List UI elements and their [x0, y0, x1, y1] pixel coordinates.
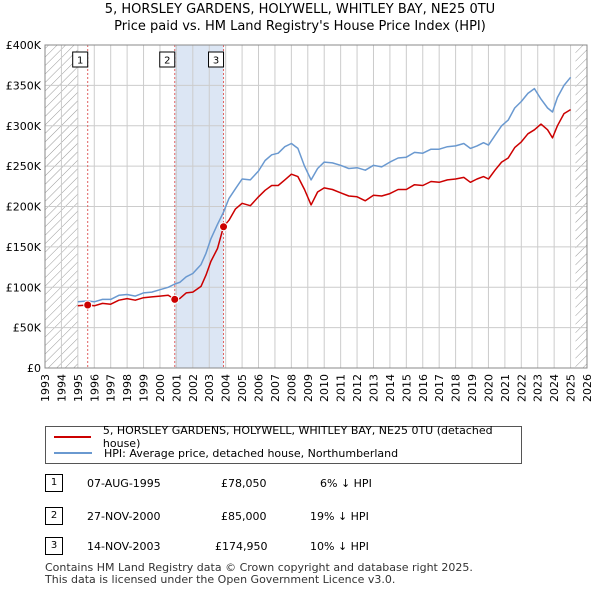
sale-badge	[72, 51, 89, 68]
x-tick-label: 2006	[253, 374, 266, 402]
y-tick-label: £250K	[6, 160, 42, 173]
x-tick-label: 1993	[39, 374, 52, 402]
transaction-price: £174,950	[215, 540, 268, 553]
y-tick-label: £0	[27, 362, 41, 375]
legend-item-property: 5, HORSLEY GARDENS, HOLYWELL, WHITLEY BA…	[54, 424, 521, 450]
chart-title: 5, HORSLEY GARDENS, HOLYWELL, WHITLEY BA…	[104, 2, 496, 17]
x-tick-label: 2014	[384, 374, 397, 402]
transaction-row: 3 14-NOV-2003 £174,950 10% ↓ HPI	[45, 537, 545, 555]
x-tick-label: 2023	[532, 374, 545, 402]
x-tick-label: 2013	[367, 374, 380, 402]
transaction-date: 27-NOV-2000	[87, 510, 161, 523]
x-tick-label: 2003	[203, 374, 216, 402]
transaction-price: £78,050	[221, 477, 267, 490]
x-tick-label: 1996	[88, 374, 101, 402]
x-tick-label: 2021	[499, 374, 512, 402]
y-tick-label: £300K	[6, 120, 42, 133]
x-tick-label: 1995	[72, 374, 85, 402]
price-chart: 1 2 3 £0 £50K £100K £150K £200K £250K £300K £350K £…	[6, 39, 594, 402]
x-tick-label: 2017	[433, 374, 446, 402]
x-tick-label: 1998	[121, 374, 134, 402]
y-tick-label: £100K	[6, 281, 42, 294]
y-tick-label: £400K	[6, 39, 42, 52]
transaction-delta: 10% ↓ HPI	[310, 540, 369, 553]
sale-badge-label: 1	[77, 56, 83, 67]
x-tick-label: 1997	[105, 374, 118, 402]
sale-point	[170, 294, 180, 304]
y-tick-label: £150K	[6, 241, 42, 254]
legend-property-label: 5, HORSLEY GARDENS, HOLYWELL, WHITLEY BA…	[102, 424, 493, 450]
x-tick-label: 2005	[236, 374, 249, 402]
x-tick-label: 2004	[220, 374, 233, 402]
x-tick-label: 2011	[335, 374, 348, 402]
y-tick-label: £50K	[13, 322, 42, 335]
property-swatch	[54, 436, 91, 438]
x-tick-label: 2001	[170, 374, 183, 402]
x-tick-label: 2018	[450, 374, 463, 402]
footer-copyright: Contains HM Land Registry data © Crown c…	[45, 561, 473, 574]
x-tick-label: 2025	[565, 374, 578, 402]
sale-badge	[159, 51, 176, 68]
sale-point	[219, 222, 229, 232]
x-tick-label: 2000	[154, 374, 167, 402]
y-tick-label: £350K	[6, 79, 42, 92]
sale-point	[83, 300, 93, 310]
footer-license: This data is licensed under the Open Gov…	[45, 573, 396, 586]
transaction-delta: 6% ↓ HPI	[320, 477, 372, 490]
x-tick-label: 1999	[138, 374, 151, 402]
transaction-date: 07-AUG-1995	[87, 477, 161, 490]
x-tick-label: 2002	[187, 374, 200, 402]
x-tick-label: 2009	[302, 374, 315, 402]
sale-badge-label: 2	[164, 56, 170, 67]
sale-badge-label: 3	[213, 56, 219, 67]
x-tick-label: 2015	[400, 374, 413, 402]
transaction-row: 2 27-NOV-2000 £85,000 19% ↓ HPI	[45, 507, 545, 525]
x-tick-label: 2007	[269, 374, 282, 402]
x-tick-label: 1994	[55, 374, 68, 402]
x-tick-label: 2022	[515, 374, 528, 402]
x-tick-label: 2019	[466, 374, 479, 402]
transaction-number: 2	[45, 507, 63, 525]
x-tick-label: 2024	[548, 374, 561, 402]
x-tick-label: 2020	[482, 374, 495, 402]
hpi-swatch	[54, 452, 92, 454]
legend-item-hpi: HPI: Average price, detached house, Nort…	[54, 445, 398, 461]
y-tick-label: £200K	[6, 201, 42, 214]
x-tick-label: 2012	[351, 374, 364, 402]
legend: 5, HORSLEY GARDENS, HOLYWELL, WHITLEY BA…	[45, 424, 522, 464]
transaction-row: 1 07-AUG-1995 £78,050 6% ↓ HPI	[45, 474, 545, 492]
x-tick-label: 2016	[417, 374, 430, 402]
transaction-date: 14-NOV-2003	[87, 540, 161, 553]
transaction-number: 3	[45, 537, 63, 555]
hpi-line	[77, 76, 572, 303]
transaction-delta: 19% ↓ HPI	[310, 510, 369, 523]
sale-badge	[208, 51, 225, 68]
x-tick-label: 2010	[318, 374, 331, 402]
plot-frame	[44, 44, 588, 369]
chart-subtitle: Price paid vs. HM Land Registry's House …	[114, 19, 486, 34]
transaction-number: 1	[45, 474, 63, 492]
transaction-price: £85,000	[221, 510, 267, 523]
x-tick-label: 2026	[581, 374, 594, 402]
legend-hpi-label: HPI: Average price, detached house, Nort…	[104, 446, 399, 460]
x-tick-label: 2008	[285, 374, 298, 402]
